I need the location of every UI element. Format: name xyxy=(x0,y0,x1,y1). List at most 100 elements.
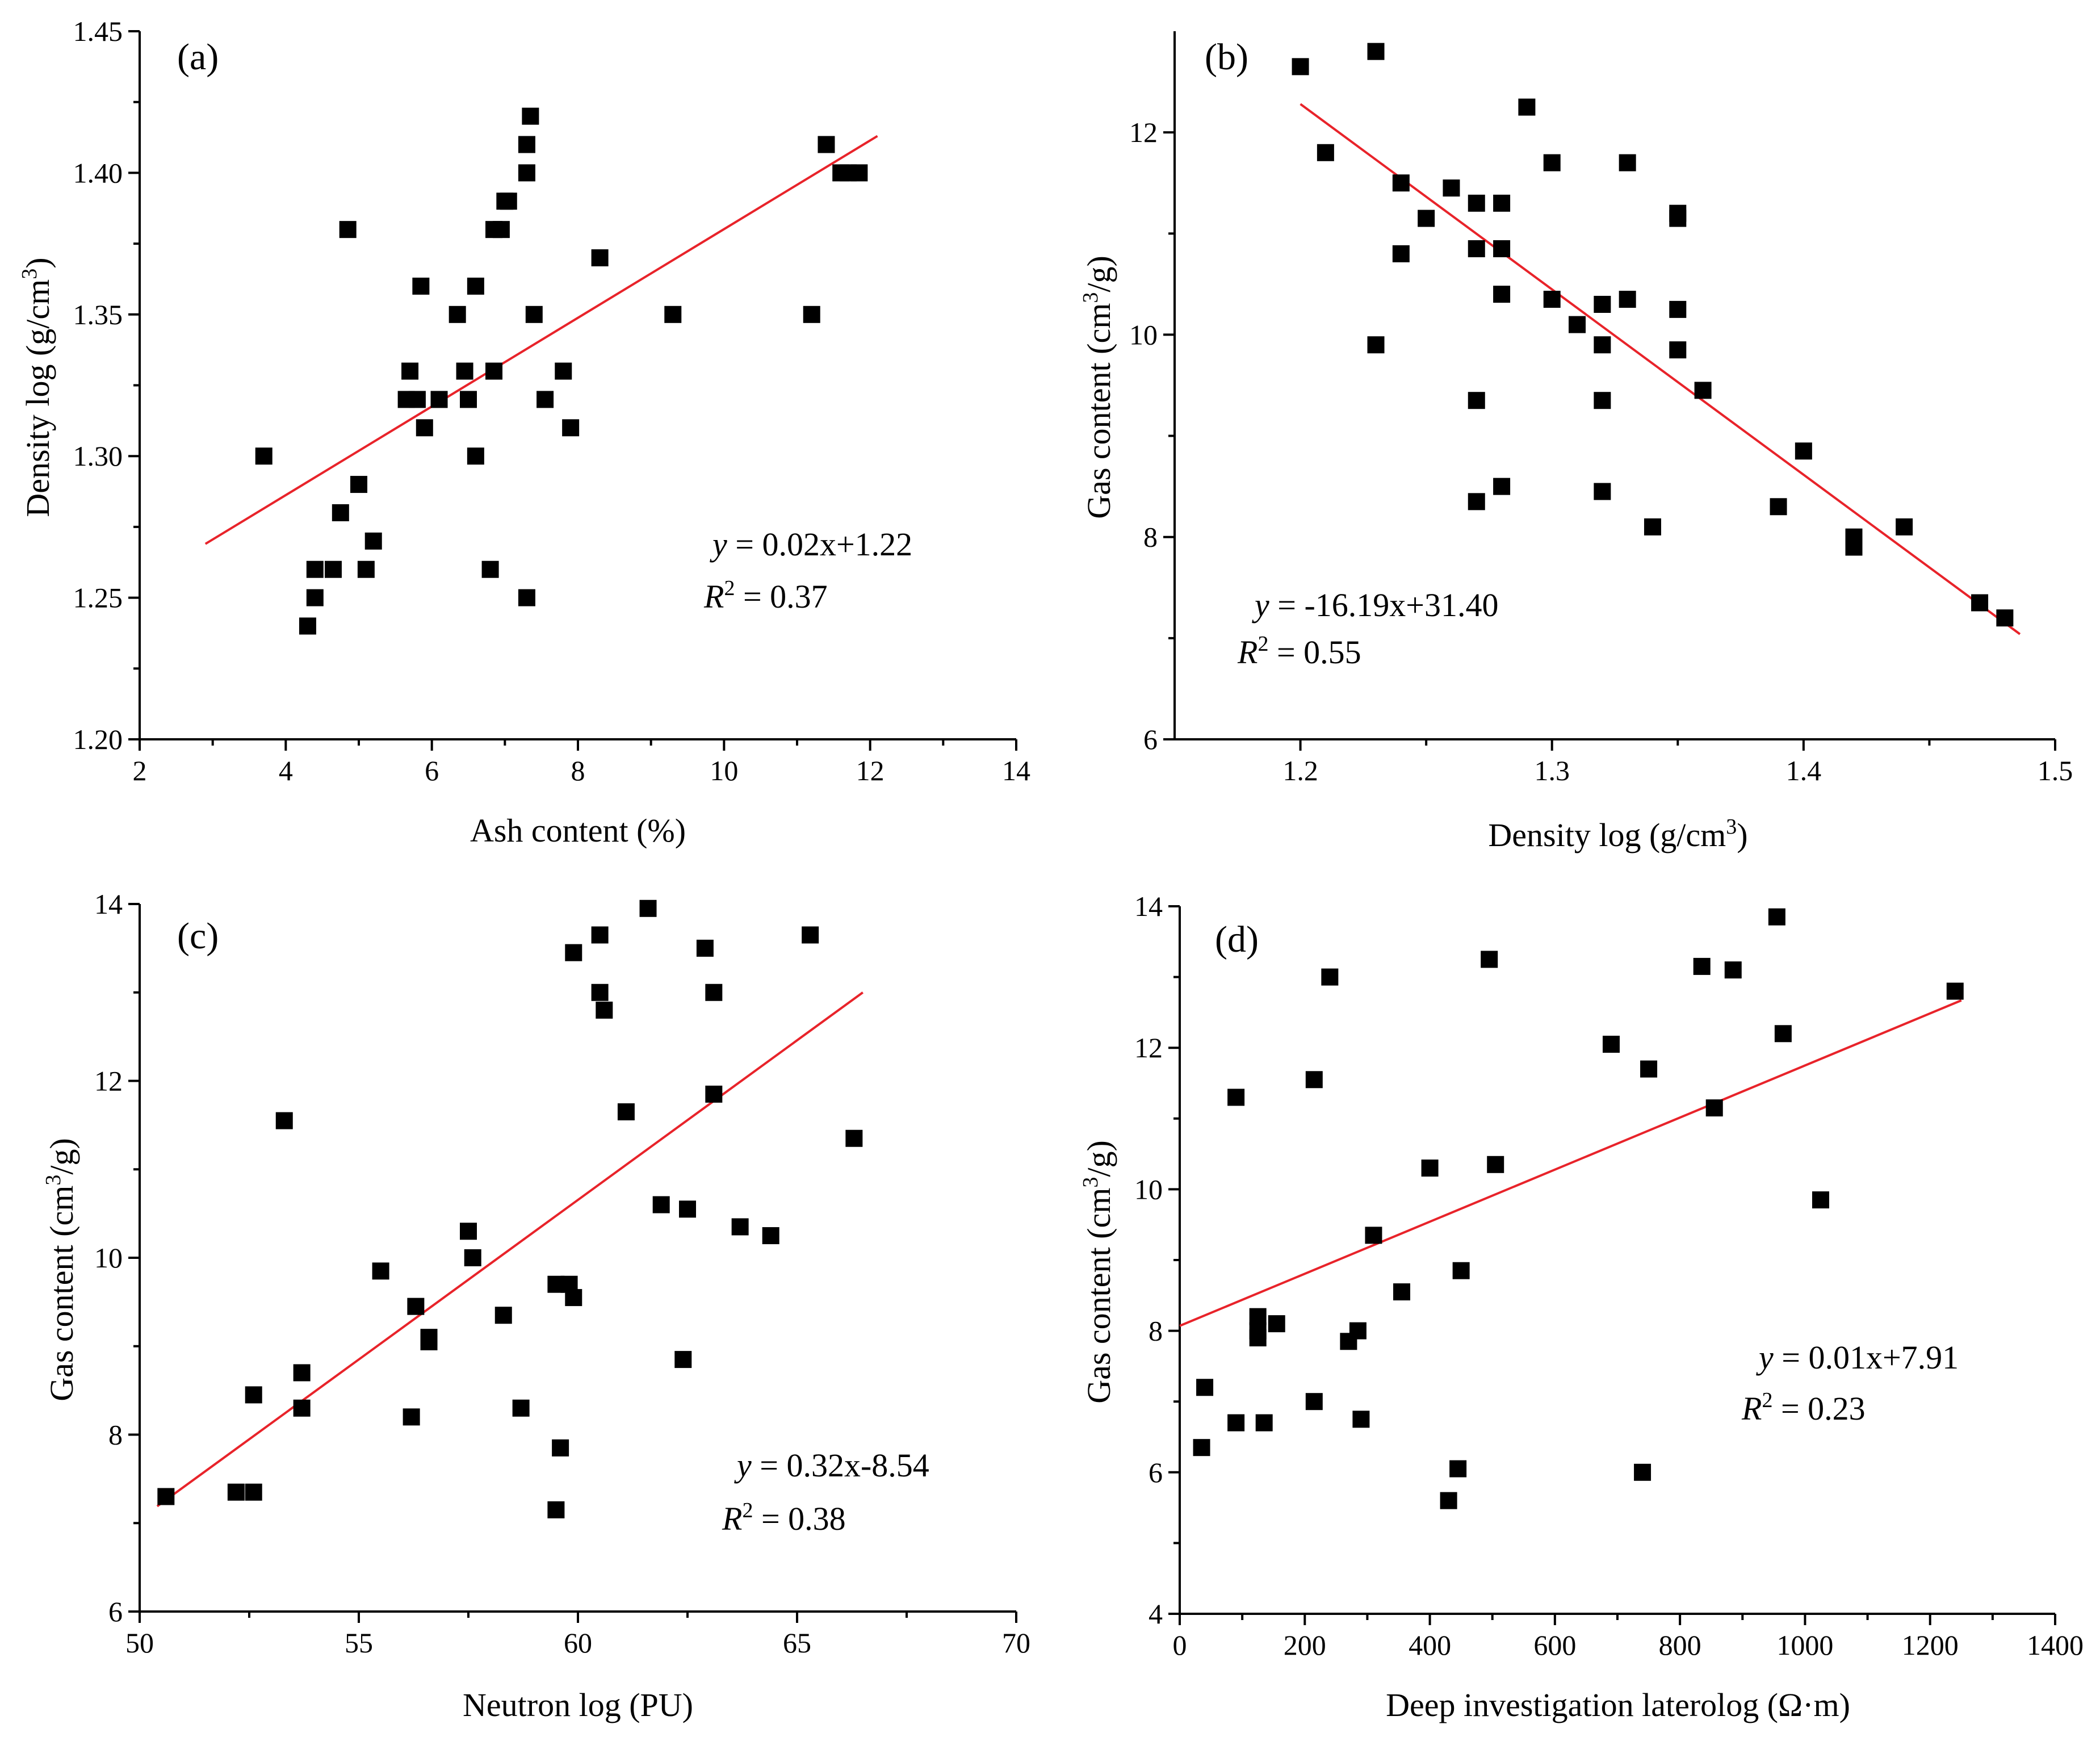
panel-a-data-point xyxy=(536,391,554,408)
panel-d-data-point xyxy=(1393,1283,1411,1301)
panel-a-label: (a) xyxy=(177,36,219,78)
panel-b-data-point xyxy=(1644,518,1661,535)
panel-a-data-point xyxy=(408,391,426,408)
panel-a-r-symbol: R xyxy=(703,578,724,615)
panel-d-x-tick-label: 1000 xyxy=(1776,1629,1833,1661)
panel-d-y-tick-label: 12 xyxy=(1134,1032,1163,1064)
panel-d-r-rhs: = 0.23 xyxy=(1772,1390,1865,1427)
panel-c-eq-y: y xyxy=(734,1447,752,1484)
panel-a-data-point xyxy=(460,391,477,408)
panel-c-data-point xyxy=(407,1298,425,1315)
panel-d: 0 200 400 600 800 1000 1200 1400 4 6 8 10 12 14 (d) D… xyxy=(1079,890,2084,1723)
panel-b-data-point xyxy=(1795,442,1812,460)
panel-c-data-point xyxy=(674,1351,692,1368)
panel-b-data-point xyxy=(1594,336,1611,354)
panel-a-data-point xyxy=(467,277,484,295)
panel-c-data-point xyxy=(591,984,609,1001)
panel-c-x-tick-label: 55 xyxy=(345,1627,373,1659)
panel-d-data-point xyxy=(1255,1414,1273,1432)
panel-a-data-point xyxy=(803,305,820,323)
panel-c-x-tick-label: 60 xyxy=(564,1627,592,1659)
panel-a-x-tick-label: 10 xyxy=(710,755,738,786)
panel-a-points xyxy=(255,107,868,635)
panel-a-data-point xyxy=(522,107,539,125)
panel-a-data-point xyxy=(485,362,503,380)
panel-a-data-point xyxy=(306,560,324,578)
panel-c-data-point xyxy=(552,1439,569,1457)
panel-c-data-point xyxy=(245,1483,262,1501)
panel-b-data-point xyxy=(1392,245,1410,262)
panel-b-data-point xyxy=(1971,594,1989,612)
panel-a-data-point xyxy=(850,164,868,182)
panel-b: 1.2 1.3 1.4 1.5 6 8 10 12 (b) Density log (g/cm… xyxy=(1079,31,2073,853)
panel-c-ticks: 50 55 60 65 70 6 8 10 12 14 xyxy=(94,888,1030,1659)
panel-a-data-point xyxy=(324,560,342,578)
panel-a-data-point xyxy=(518,164,535,182)
panel-c-r-rhs: = 0.38 xyxy=(753,1500,845,1537)
panel-c-x-tick-label: 50 xyxy=(125,1627,154,1659)
panel-c-data-point xyxy=(639,899,657,917)
panel-a-axes xyxy=(139,31,1016,740)
panel-d-y-axis-title-end: /g) xyxy=(1080,1140,1117,1177)
panel-b-y-tick-label: 6 xyxy=(1143,723,1158,755)
panel-c-data-point xyxy=(494,1307,512,1324)
panel-d-data-point xyxy=(1352,1411,1370,1428)
panel-c-data-point xyxy=(245,1386,262,1404)
panel-b-y-axis-title: Gas content (cm3/g) xyxy=(1079,256,1117,519)
panel-a-y-axis-title: Density log (g/cm3) xyxy=(18,257,56,517)
panel-a-data-point xyxy=(448,305,466,323)
panel-d-data-point xyxy=(1812,1191,1829,1209)
panel-b-fit-line-group xyxy=(1300,103,2021,635)
panel-c-data-point xyxy=(705,984,723,1001)
panel-a-equation: y = 0.02x+1.22 xyxy=(710,526,912,563)
panel-b-data-point xyxy=(1468,392,1485,409)
panel-b-data-point xyxy=(1669,300,1687,318)
panel-b-data-point xyxy=(1896,518,1913,535)
panel-d-eq-y: y xyxy=(1756,1339,1774,1376)
panel-d-data-point xyxy=(1227,1089,1245,1106)
panel-d-fit-line xyxy=(1179,999,1962,1327)
panel-c-data-point xyxy=(565,1289,582,1307)
panel-d-ticks: 0 200 400 600 800 1000 1200 1400 4 6 8 10 12 14 xyxy=(1134,890,2084,1661)
panel-a-y-tick-label: 1.40 xyxy=(73,157,123,189)
panel-c-fit-line xyxy=(156,991,864,1508)
panel-a-data-point xyxy=(364,532,382,550)
panel-d-data-point xyxy=(1305,1071,1323,1089)
panel-a-x-tick-label: 2 xyxy=(133,755,147,786)
panel-c-label: (c) xyxy=(177,915,219,957)
panel-c-data-point xyxy=(293,1399,311,1417)
panel-a-x-tick-label: 4 xyxy=(279,755,293,786)
panel-b-x-axis-title-end: ) xyxy=(1737,817,1747,853)
panel-c-y-tick-label: 8 xyxy=(108,1419,123,1451)
panel-c-equation: y = 0.32x-8.54 xyxy=(734,1447,929,1484)
panel-d-y-tick-label: 14 xyxy=(1134,890,1163,922)
panel-b-ticks: 1.2 1.3 1.4 1.5 6 8 10 12 xyxy=(1129,116,2073,786)
panel-b-data-point xyxy=(1669,341,1687,359)
panel-c-data-point xyxy=(596,1001,613,1019)
panel-a-data-point xyxy=(416,419,433,437)
panel-b-y-axis-title-sup: 3 xyxy=(1079,292,1103,303)
panel-b-fit-line xyxy=(1300,103,2021,635)
panel-b-data-point xyxy=(1493,240,1511,258)
panel-c-r-symbol: R xyxy=(722,1500,742,1537)
panel-a-data-point xyxy=(481,560,499,578)
panel-d-data-point xyxy=(1946,982,1964,1000)
panel-d-x-tick-label: 200 xyxy=(1284,1629,1326,1661)
panel-d-data-point xyxy=(1268,1315,1285,1333)
panel-a-x-tick-label: 12 xyxy=(856,755,885,786)
panel-b-r-rhs: = 0.55 xyxy=(1268,634,1361,671)
panel-a-fit-line xyxy=(204,135,878,545)
panel-d-data-point xyxy=(1421,1160,1439,1177)
panel-d-data-point xyxy=(1249,1329,1267,1347)
panel-b-data-point xyxy=(1543,154,1561,171)
panel-c-points xyxy=(157,899,863,1518)
panel-b-data-point xyxy=(1619,154,1636,171)
panel-c-data-point xyxy=(464,1249,481,1266)
panel-b-data-point xyxy=(1569,316,1586,333)
panel-b-equation: y = -16.19x+31.40 xyxy=(1252,587,1498,623)
panel-c-data-point xyxy=(565,944,582,961)
panel-d-data-point xyxy=(1768,908,1785,926)
panel-c-data-point xyxy=(157,1488,175,1505)
panel-b-x-tick-label: 1.3 xyxy=(1534,755,1570,786)
panel-d-data-point xyxy=(1365,1227,1382,1244)
